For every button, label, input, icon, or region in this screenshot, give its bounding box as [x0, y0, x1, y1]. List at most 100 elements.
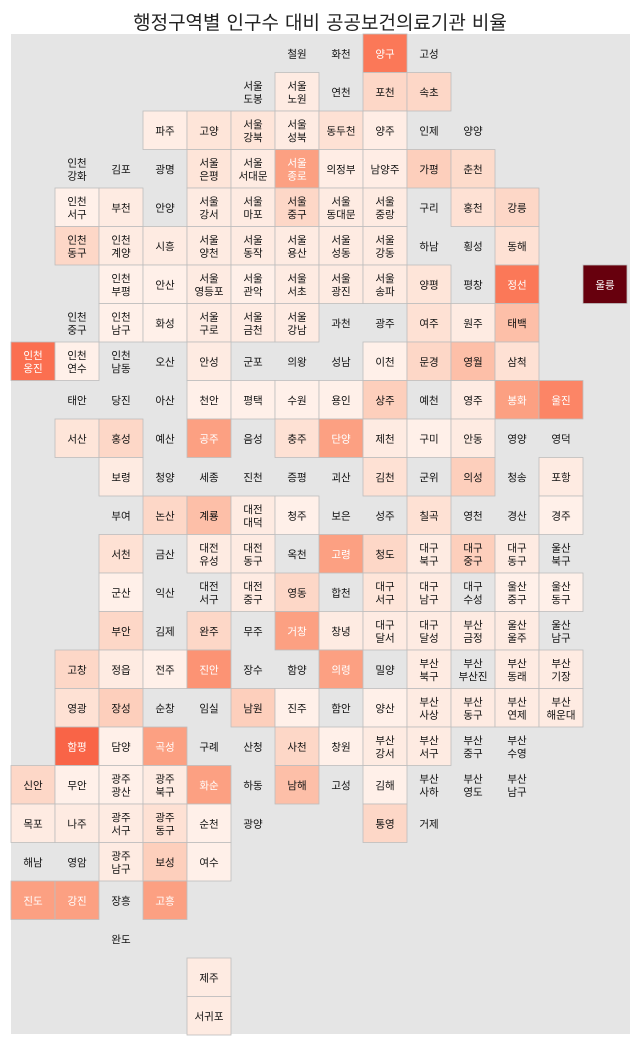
- tile-계룡: 계룡: [186, 495, 232, 535]
- tile-rect: [98, 534, 144, 574]
- tile-이천: 이천: [362, 341, 408, 381]
- tile-수원: 수원: [274, 380, 320, 420]
- tile-영주: 영주: [450, 380, 496, 420]
- tile-label: 광진: [331, 286, 350, 298]
- tile-label: 광명: [155, 164, 174, 176]
- tile-rect: [54, 226, 100, 266]
- tile-rect: [186, 803, 232, 843]
- tile-label: 울산: [551, 581, 571, 593]
- tile-창원: 창원: [318, 726, 364, 766]
- tile-세종: 세종: [199, 472, 219, 484]
- tile-춘천: 춘천: [450, 149, 496, 189]
- tile-rect: [54, 765, 100, 805]
- tile-보령: 보령: [98, 457, 144, 497]
- tile-rect: [54, 803, 100, 843]
- tile-label: 강북: [243, 132, 263, 144]
- tile-label: 의령: [331, 664, 350, 676]
- tile-rect: [406, 495, 452, 535]
- tile-label: 광주: [375, 318, 395, 330]
- tile-rect: [538, 380, 584, 420]
- tile-rect: [98, 457, 144, 497]
- tile-label: 영월: [463, 356, 482, 368]
- tile-통영: 통영: [362, 803, 408, 843]
- tile-label: 가평: [419, 164, 438, 176]
- tile-label: 고성: [331, 780, 350, 792]
- tile-label: 창녕: [331, 626, 350, 638]
- tile-label: 태백: [507, 318, 526, 330]
- tile-군포: 군포: [243, 356, 263, 368]
- tile-label: 북구: [155, 786, 175, 798]
- tile-포항: 포항: [538, 457, 584, 497]
- tile-rect: [98, 418, 144, 458]
- tile-가평: 가평: [406, 149, 452, 189]
- tile-거창: 거창: [274, 611, 320, 651]
- tile-label: 양주: [375, 125, 395, 137]
- tile-rect: [10, 765, 56, 805]
- tile-구미: 구미: [406, 418, 452, 458]
- tile-충주: 충주: [274, 418, 320, 458]
- tile-광양: 광양: [243, 818, 263, 830]
- tile-label: 부평: [111, 286, 130, 298]
- tile-label: 광산: [111, 786, 131, 798]
- tile-label: 금천: [243, 324, 262, 336]
- tile-label: 서울: [199, 157, 219, 169]
- tile-rect: [494, 303, 540, 343]
- tile-label: 장성: [111, 703, 130, 715]
- tile-rect: [406, 72, 452, 112]
- tile-label: 고흥: [155, 894, 175, 907]
- tile-익산: 익산: [155, 587, 175, 599]
- tile-label: 서울: [331, 196, 351, 208]
- tile-의성: 의성: [450, 457, 496, 497]
- tile-하동: 하동: [243, 779, 263, 792]
- tile-label: 서구: [419, 748, 439, 760]
- tile-label: 서울: [287, 119, 307, 131]
- tile-rect: [98, 649, 144, 689]
- tile-김해: 김해: [362, 765, 408, 805]
- tile-label: 서울: [375, 196, 395, 208]
- tile-rect: [318, 187, 364, 227]
- tile-label: 군포: [243, 356, 263, 368]
- tile-rect: [186, 187, 232, 227]
- tile-label: 안성: [199, 356, 218, 368]
- tile-rect: [494, 380, 540, 420]
- tile-해남: 해남: [23, 856, 43, 869]
- tile-rect: [142, 303, 188, 343]
- tile-rect: [10, 803, 56, 843]
- tile-rect: [274, 380, 320, 420]
- tile-rect: [318, 611, 364, 651]
- tile-label: 군위: [419, 471, 438, 484]
- tile-rect: [98, 611, 144, 651]
- tile-rect: [362, 226, 408, 266]
- tile-홍천: 홍천: [450, 187, 496, 227]
- tile-label: 수영: [507, 748, 526, 760]
- tile-담양: 담양: [98, 726, 144, 766]
- tile-신안: 신안: [10, 765, 56, 805]
- tile-label: 영광: [67, 703, 87, 715]
- tile-label: 강진: [67, 895, 86, 907]
- tile-정선: 정선: [494, 264, 540, 304]
- tile-label: 남구: [507, 786, 527, 798]
- tile-label: 서울: [287, 234, 307, 246]
- tile-연천: 연천: [331, 87, 350, 99]
- tile-label: 인제: [419, 125, 438, 137]
- tile-옥천: 옥천: [287, 549, 306, 561]
- tile-label: 서울: [331, 234, 351, 246]
- tile-label: 계룡: [199, 510, 219, 522]
- tile-label: 칠곡: [419, 510, 439, 522]
- tile-label: 동구: [463, 709, 483, 721]
- tile-label: 창원: [331, 741, 350, 753]
- tile-영광: 영광: [54, 688, 100, 728]
